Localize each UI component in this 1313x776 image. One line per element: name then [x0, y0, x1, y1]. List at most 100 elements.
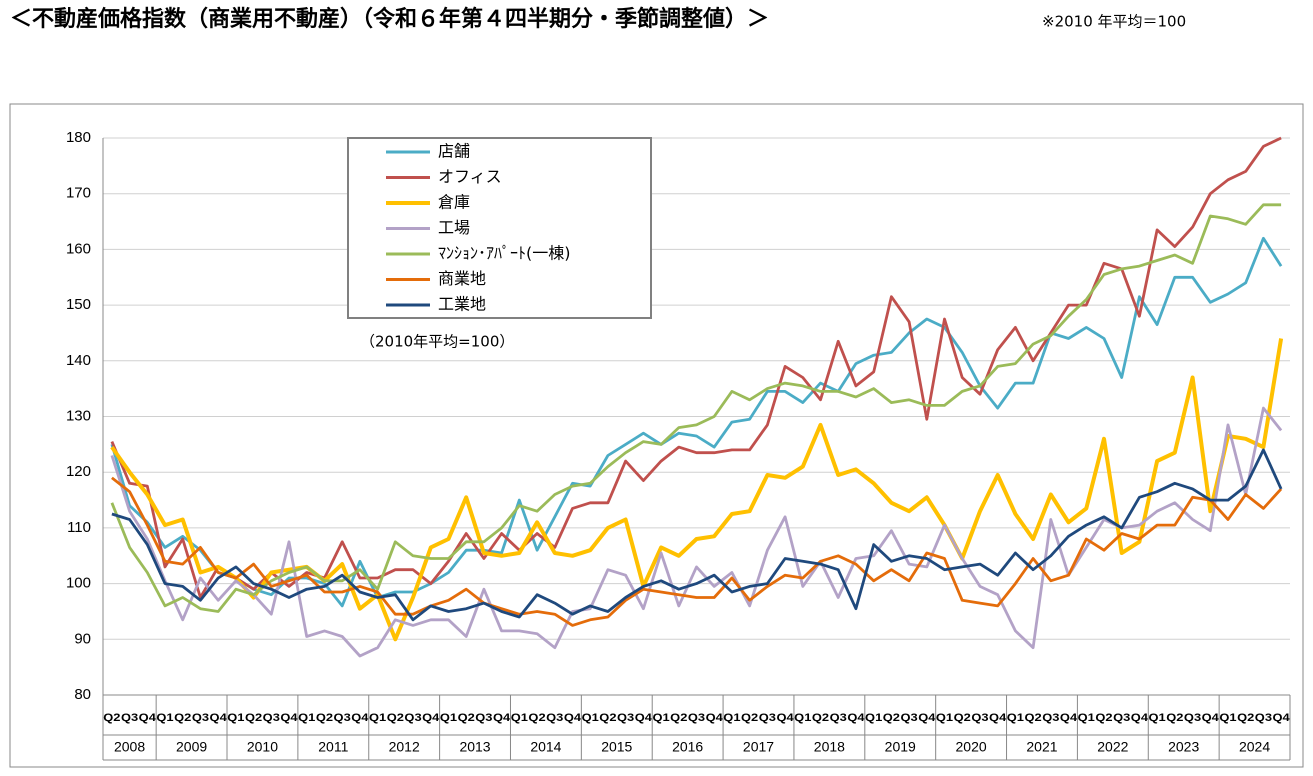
x-tick-label: Q1 [298, 712, 315, 724]
x-tick-label: Q3 [971, 712, 988, 724]
series-line [110, 406, 1283, 658]
year-label: 2017 [743, 739, 774, 755]
series-line [111, 448, 1283, 622]
x-tick-label: Q4 [564, 712, 582, 724]
x-tick-label: Q3 [617, 712, 634, 724]
x-tick-label: Q4 [635, 712, 653, 724]
x-tick-label: Q4 [422, 712, 440, 724]
x-tick-label: Q3 [192, 712, 209, 724]
x-tick-label: Q2 [741, 712, 758, 724]
x-tick-label: Q1 [1007, 712, 1024, 724]
y-tick-label: 140 [66, 352, 91, 369]
x-tick-label: Q3 [263, 712, 280, 724]
series-line [111, 476, 1283, 627]
x-tick-label: Q3 [121, 712, 138, 724]
x-tick-label: Q3 [404, 712, 421, 724]
y-tick-label: 80 [74, 686, 91, 703]
x-tick-label: Q4 [280, 712, 298, 724]
x-tick-label: Q2 [174, 712, 191, 724]
y-tick-label: 100 [66, 575, 91, 592]
x-tick-label: Q4 [918, 712, 936, 724]
x-tick-label: Q1 [440, 712, 457, 724]
year-label: 2021 [1026, 739, 1057, 755]
year-label: 2015 [601, 739, 632, 755]
x-tick-label: Q1 [652, 712, 669, 724]
year-label: 2013 [459, 739, 490, 755]
year-label: 2023 [1168, 739, 1199, 755]
x-tick-label: Q2 [670, 712, 687, 724]
x-tick-label: Q4 [776, 712, 794, 724]
x-tick-label: Q2 [1025, 712, 1042, 724]
y-tick-label: 150 [66, 296, 91, 313]
year-label: 2011 [318, 739, 348, 755]
x-tick-label: Q2 [599, 712, 616, 724]
year-label: 2010 [247, 739, 278, 755]
series-line [110, 338, 1284, 642]
year-label: 2022 [1097, 739, 1128, 755]
chart-note: ※2010 年平均＝100 [1042, 13, 1186, 31]
x-tick-label: Q2 [1237, 712, 1254, 724]
y-tick-label: 170 [66, 185, 91, 202]
annotation: （2010年平均=100） [360, 333, 514, 351]
x-tick-label: Q1 [369, 712, 386, 724]
y-tick-label: 90 [74, 630, 91, 647]
series-line [110, 236, 1283, 608]
x-tick-label: Q3 [1042, 712, 1059, 724]
year-label: 2014 [530, 739, 561, 755]
x-tick-label: Q1 [794, 712, 811, 724]
x-tick-label: Q3 [830, 712, 847, 724]
year-label: 2024 [1239, 739, 1270, 755]
legend-label: オフィス [438, 167, 502, 186]
x-tick-label: Q2 [387, 712, 404, 724]
x-tick-label: Q1 [582, 712, 599, 724]
x-tick-label: Q1 [227, 712, 244, 724]
x-tick-label: Q1 [1078, 712, 1095, 724]
x-tick-label: Q4 [139, 712, 157, 724]
x-tick-label: Q3 [900, 712, 917, 724]
x-tick-label: Q2 [812, 712, 829, 724]
x-tick-label: Q1 [511, 712, 528, 724]
x-tick-label: Q2 [245, 712, 262, 724]
x-tick-label: Q3 [688, 712, 705, 724]
x-tick-label: Q4 [493, 712, 511, 724]
x-tick-label: Q2 [1095, 712, 1112, 724]
x-tick-label: Q4 [1060, 712, 1078, 724]
legend-label: ﾏﾝｼｮﾝ･ｱﾊﾟｰﾄ(一棟) [438, 244, 571, 263]
x-tick-label: Q2 [103, 712, 120, 724]
legend-label: 商業地 [438, 269, 486, 288]
x-tick-label: Q4 [1202, 712, 1220, 724]
y-tick-label: 110 [67, 519, 91, 536]
year-label: 2020 [956, 739, 987, 755]
y-tick-label: 120 [66, 463, 91, 480]
x-tick-label: Q2 [1166, 712, 1183, 724]
x-tick-label: Q1 [865, 712, 882, 724]
x-tick-label: Q1 [936, 712, 953, 724]
x-tick-label: Q4 [1273, 712, 1291, 724]
x-tick-label: Q4 [989, 712, 1007, 724]
x-tick-label: Q3 [1255, 712, 1272, 724]
legend-label: 倉庫 [438, 193, 470, 212]
x-tick-label: Q4 [1131, 712, 1149, 724]
y-tick-label: 160 [66, 240, 91, 257]
x-tick-label: Q1 [723, 712, 740, 724]
chart-title: ＜不動産価格指数（商業用不動産）（令和６年第４四半期分・季節調整値）＞ [10, 6, 769, 32]
year-label: 2016 [672, 739, 703, 755]
x-tick-label: Q3 [1184, 712, 1201, 724]
year-label: 2008 [114, 739, 145, 755]
x-tick-label: Q1 [1219, 712, 1236, 724]
x-tick-label: Q4 [210, 712, 228, 724]
x-tick-label: Q4 [351, 712, 369, 724]
y-tick-label: 180 [66, 129, 91, 146]
x-tick-label: Q3 [334, 712, 351, 724]
legend-label: 店舗 [438, 142, 470, 161]
series-line [110, 136, 1282, 599]
year-label: 2009 [176, 739, 207, 755]
x-tick-label: Q3 [475, 712, 492, 724]
x-tick-label: Q2 [528, 712, 545, 724]
x-tick-label: Q2 [458, 712, 475, 724]
series-line [110, 203, 1282, 613]
year-label: 2019 [885, 739, 916, 755]
x-tick-label: Q4 [847, 712, 865, 724]
year-label: 2018 [814, 739, 845, 755]
chart-frame [9, 103, 1304, 768]
